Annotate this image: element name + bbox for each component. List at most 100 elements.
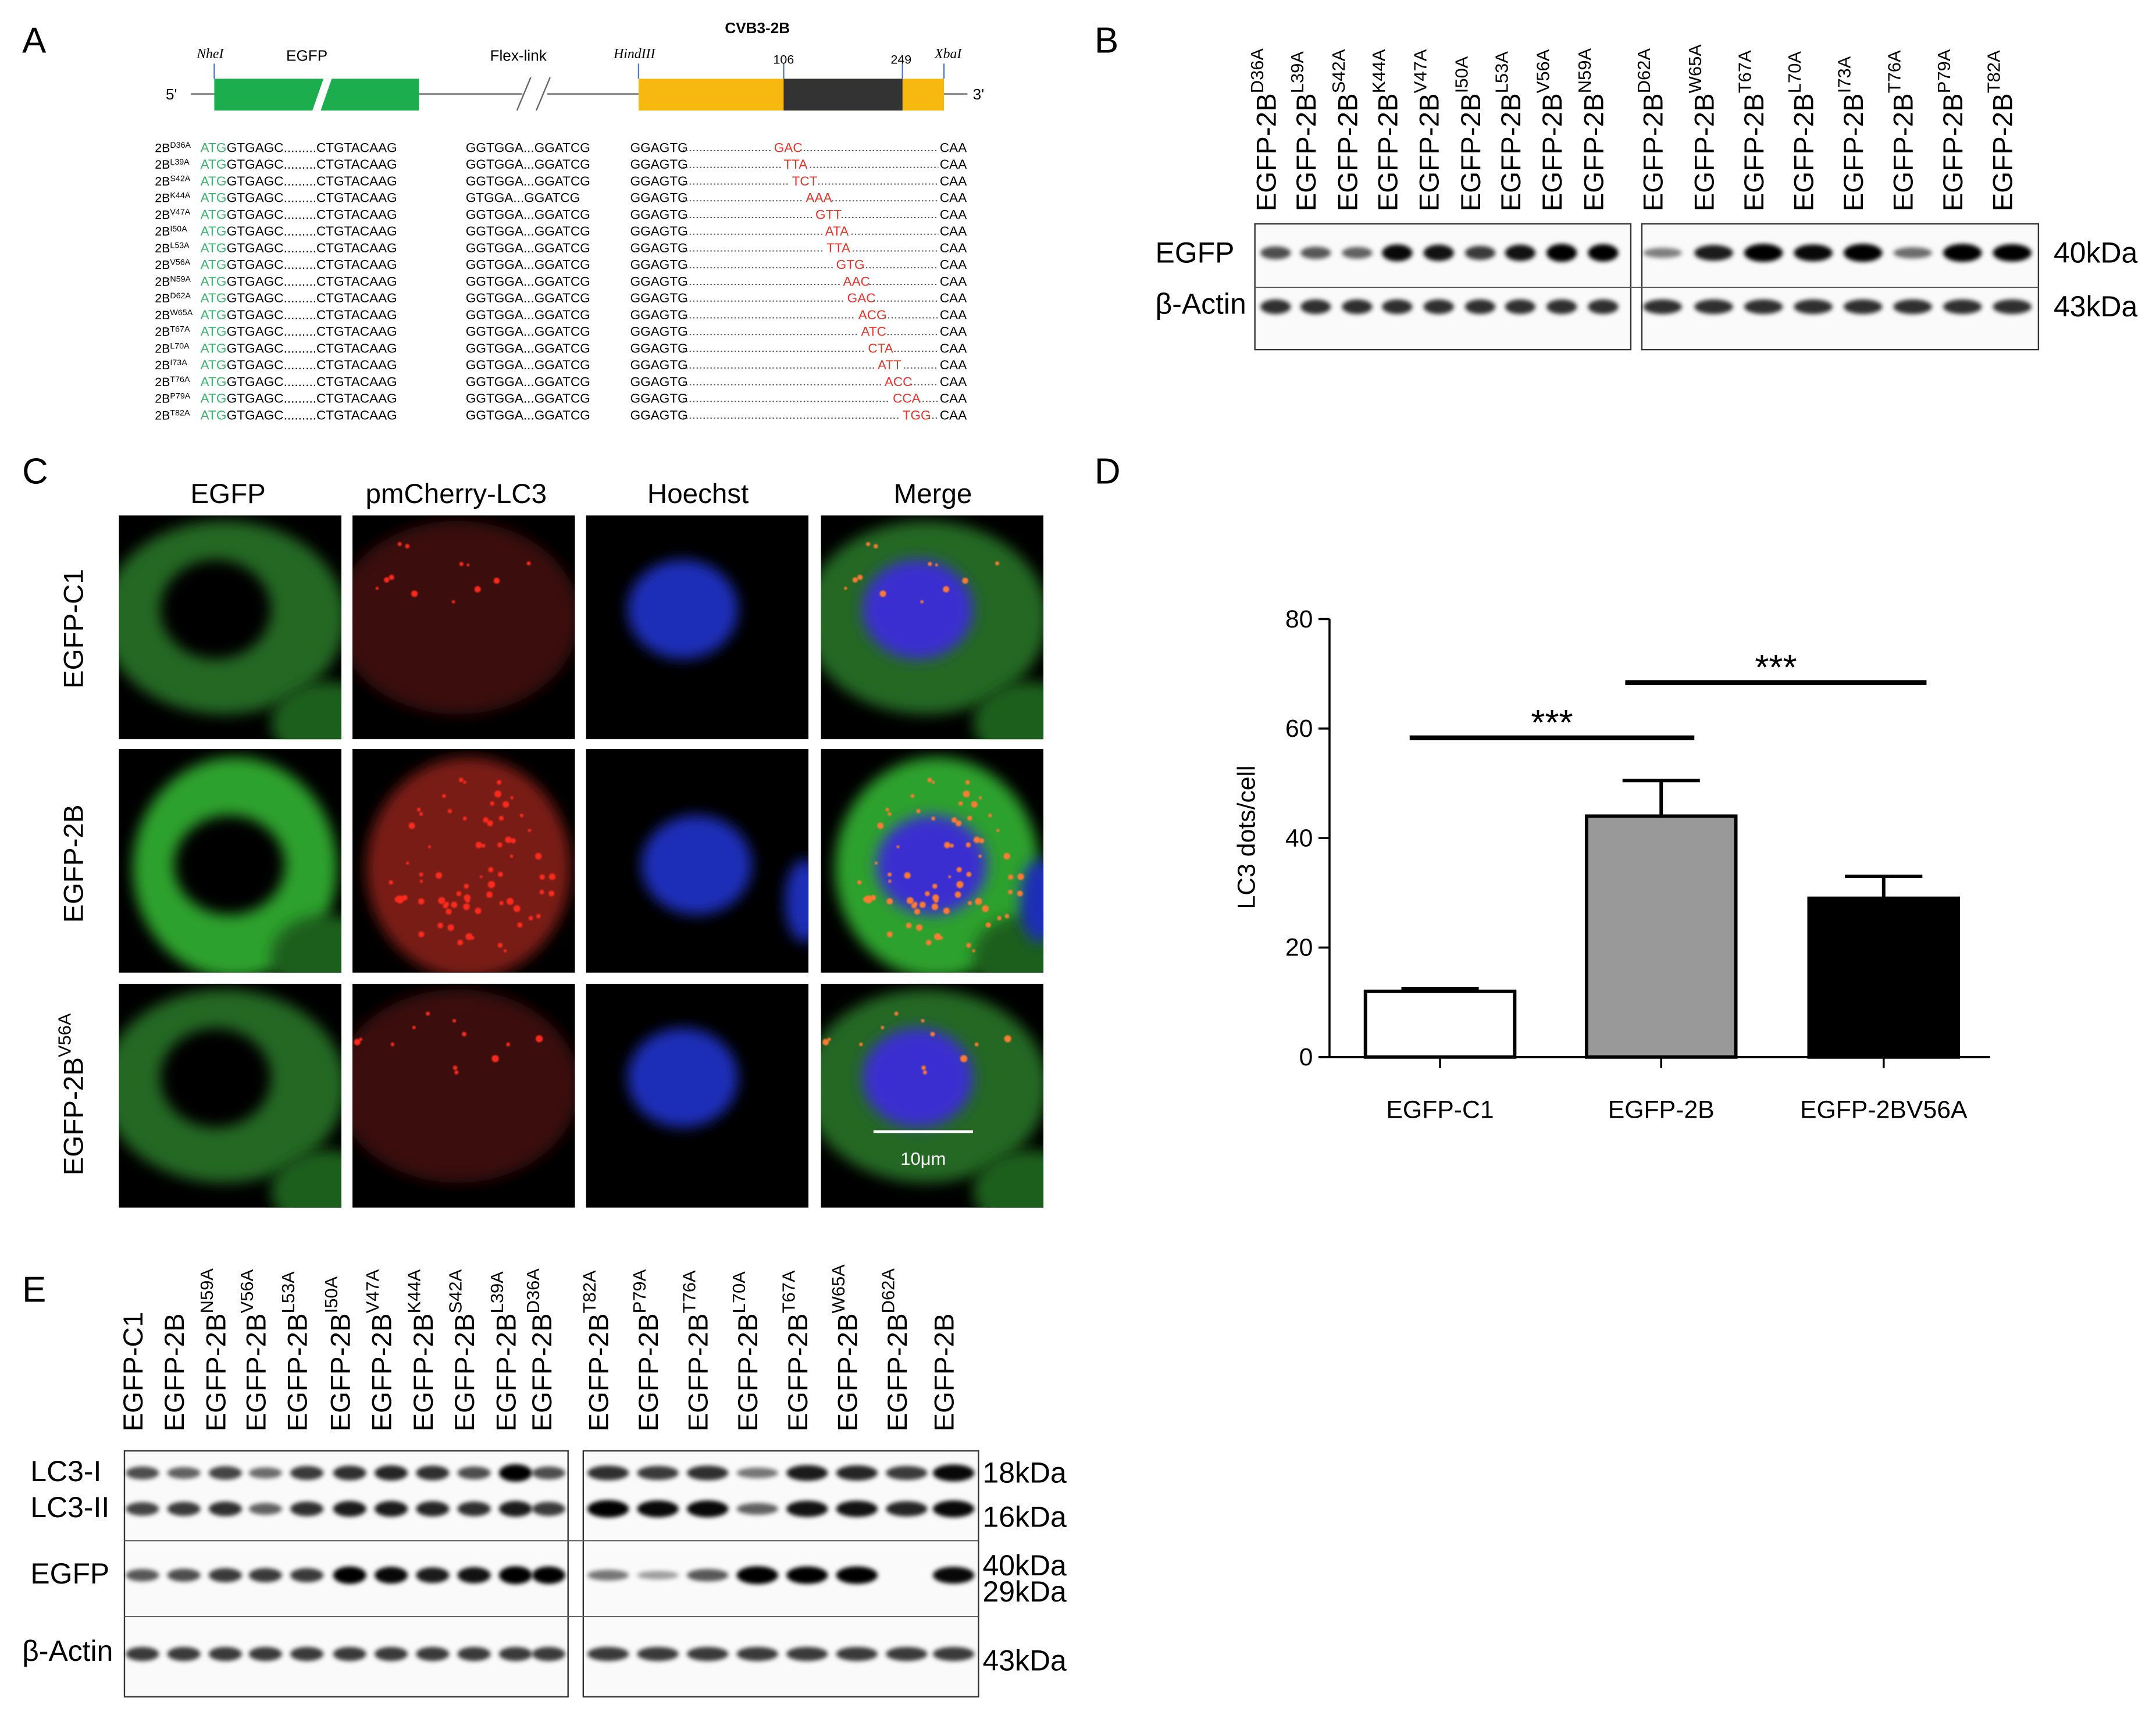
sequence-name-main: 2B [155,224,170,238]
lane-label-superscript: P79A [1934,49,1954,93]
lc3-dot [935,563,938,567]
blot-band [687,1500,729,1518]
blot-band [498,1647,532,1661]
blot-band [836,1647,878,1661]
lc3-dot [886,931,893,937]
lc3-dot [419,872,423,877]
lane-label-main: EGFP-2B [1739,93,1770,211]
lc3-dot [548,890,555,897]
lc3-dot [535,853,542,860]
lane-label-superscript: D62A [1634,48,1654,94]
blot-band [208,1501,242,1517]
blot-band [290,1501,324,1517]
cvb3-sequence: GGAGTG [630,358,688,372]
lane-label-main: EGFP-2B [491,1313,522,1431]
lc3-dot [1017,890,1023,897]
nucleus-blue [627,559,738,659]
lc3-dot [894,1011,899,1016]
blot-band [1794,244,1833,262]
break-mark [535,77,551,111]
blot-band [167,1501,201,1516]
construct-label: 3' [973,85,985,103]
sequence-name-main: 2B [155,325,170,339]
marker-size: 18kDa [983,1457,1067,1489]
linker-sequence: GGTGGA...GGATCG [466,157,590,172]
lc3-dot [859,1042,863,1047]
linker-sequence: GTGGA...GGATCG [466,191,580,205]
lc3-dot [972,949,975,953]
blot-band [1643,299,1682,315]
lc3-dot [418,931,425,937]
start-codon: ATG [201,358,227,372]
marker-size: 16kDa [983,1501,1067,1533]
lc3-dot [411,590,418,597]
blot-band [1588,244,1619,262]
egfp-sequence: GTGAGC.........CTGTACAAG [227,358,397,372]
lane-label: EGFP-2BT76A [1884,50,1919,212]
sequence-name-main: 2B [155,291,170,305]
lc3-dot [1003,853,1010,860]
lc3-dot [931,903,939,910]
sequence-name: 2BN59A [155,274,191,288]
sequence-name-main: 2B [155,341,170,355]
lc3-dot [446,908,452,915]
lane-label: EGFP-2BI73A [1834,56,1869,211]
mutant-codon: GTG [836,258,865,272]
bar [1807,896,1961,1059]
lane-label: EGFP-2BT76A [679,1270,714,1432]
end-codon: CAA [940,191,967,205]
sequence-name-main: 2B [155,158,170,172]
y-tick-label: 0 [1299,1043,1313,1071]
cell-green [270,681,342,740]
blot-band [126,1502,159,1516]
egfp-sequence: GTGAGC.........CTGTACAAG [227,274,397,288]
blot-band [532,1501,565,1516]
lc3-dot [973,836,981,843]
start-codon: ATG [201,258,227,272]
lc3-dot [950,843,954,848]
lc3-dot [475,841,482,848]
lc3-dot [979,838,985,844]
blot-band [1260,299,1291,315]
blot-band [333,1501,366,1517]
lane-label: EGFP-2BP79A [629,1269,664,1431]
lc3-dot [497,780,502,785]
lane-label-superscript: T67A [778,1270,799,1313]
nucleus-blue [627,1028,738,1128]
blot-band [416,1647,450,1661]
x-tick-label: EGFP-2B [1608,1096,1715,1124]
lc3-dot [458,777,464,783]
lc3-dot [517,922,523,928]
blot-band [333,1566,366,1584]
blot-band [167,1647,201,1661]
sequence-name-superscript: D36A [170,141,191,150]
blot-band [498,1501,532,1517]
cell-red [366,757,571,973]
lc3-dot [927,777,932,783]
marker-size: 40kDa [983,1549,1067,1582]
lc3-dot [925,891,930,897]
lc3-dot [426,1011,430,1016]
blot-band [1546,244,1577,262]
lane-label-main: EGFP-2B [683,1313,714,1431]
end-codon: CAA [940,258,967,272]
blot-band [886,1647,928,1661]
lane-label-main: EGFP-2B [450,1313,480,1431]
sequence-name-superscript: T67A [170,325,190,334]
lc3-dot [966,872,972,877]
cvb3-sequence: GGAGTG [630,207,688,222]
blot-band [1505,244,1535,261]
mutant-codon: ATA [825,224,849,238]
lc3-dot [1004,914,1010,919]
row-label: EGFP-2BV56A [54,1013,89,1175]
blot-band [457,1501,491,1517]
lc3-dot [510,838,516,844]
blot-band [1993,299,2032,315]
lc3-dot [857,575,863,580]
lane-label: EGFP-2BS42A [446,1269,480,1431]
lane-label-superscript: L53A [1491,51,1512,94]
nucleus-blue [1020,859,1044,943]
blot-band [248,1568,282,1582]
cell-green [972,681,1044,740]
lc3-dot [939,936,943,940]
